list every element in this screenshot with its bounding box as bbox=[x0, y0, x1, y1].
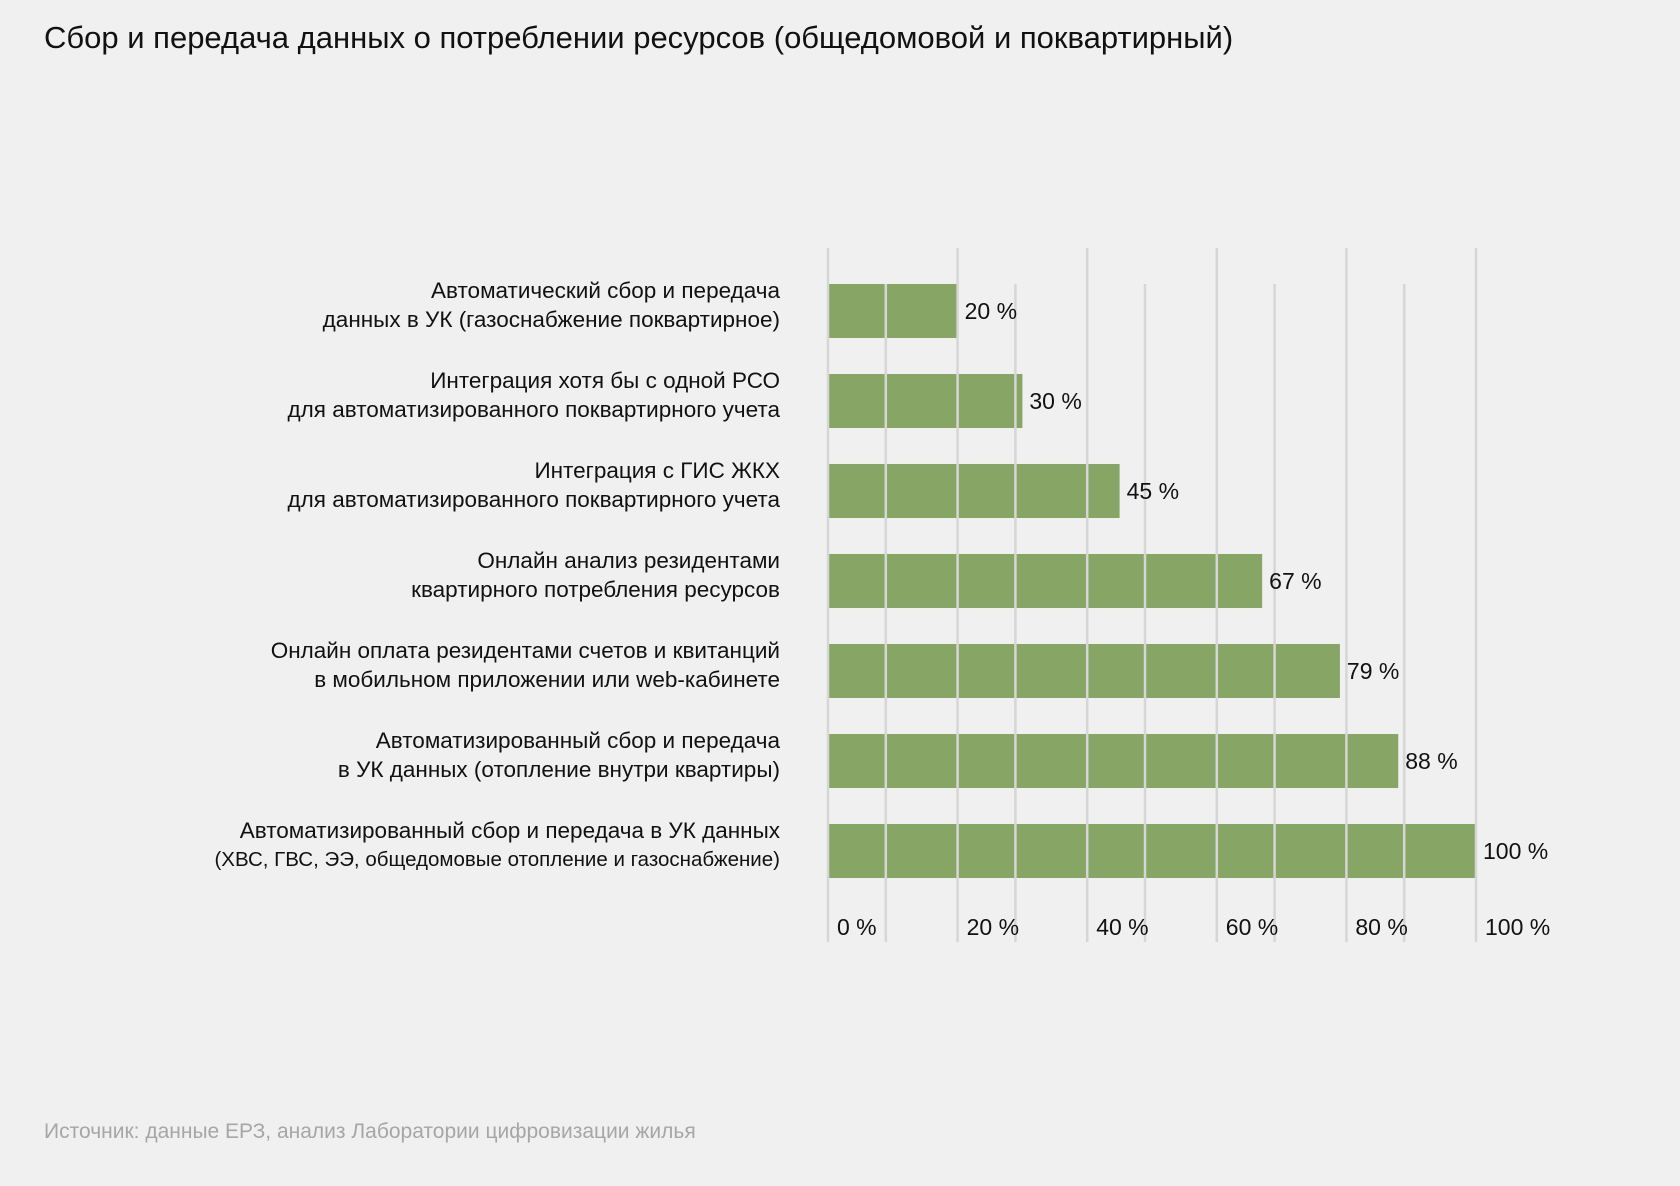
category-label-line: Онлайн оплата резидентами счетов и квита… bbox=[270, 638, 780, 663]
bar bbox=[828, 374, 1023, 428]
category-label-line: в УК данных (отопление внутри квартиры) bbox=[337, 757, 780, 782]
category-label-line: (ХВС, ГВС, ЭЭ, общедомовые отопление и г… bbox=[214, 848, 780, 871]
category-label-line: для автоматизированного поквартирного уч… bbox=[287, 487, 780, 512]
category-label-line: данных в УК (газоснабжение поквартирное) bbox=[322, 307, 780, 332]
category-label: Онлайн оплата резидентами счетов и квита… bbox=[271, 636, 780, 694]
value-label: 30 % bbox=[1029, 388, 1081, 414]
x-tick-label: 100 % bbox=[1485, 914, 1550, 940]
category-label-line: Автоматизированный сбор и передача в УК … bbox=[239, 818, 780, 843]
category-label: Интеграция с ГИС ЖКХ для автоматизированн… bbox=[288, 456, 780, 514]
x-tick-label: 40 % bbox=[1096, 914, 1148, 940]
x-tick-label: 60 % bbox=[1226, 914, 1278, 940]
value-label: 67 % bbox=[1269, 568, 1321, 594]
x-tick-label: 0 % bbox=[837, 914, 877, 940]
chart-title: Сбор и передача данных о потреблении рес… bbox=[44, 20, 1234, 55]
category-label-line: квартирного потребления ресурсов bbox=[411, 577, 780, 602]
bar bbox=[828, 554, 1263, 608]
category-label: Автоматический сбор и передача данных в У… bbox=[323, 276, 780, 334]
category-label-line: Онлайн анализ резидентами bbox=[477, 548, 780, 573]
source-note: Источник: данные ЕРЗ, анализ Лаборатории… bbox=[44, 1120, 696, 1143]
bar bbox=[828, 464, 1120, 518]
category-label: Автоматизированный сбор и передача в УК … bbox=[214, 816, 780, 874]
category-label: Автоматизированный сбор и передача в УК д… bbox=[338, 726, 780, 784]
value-label: 20 % bbox=[965, 298, 1017, 324]
category-label-line: Автоматический сбор и передача bbox=[431, 278, 780, 303]
category-label-line: в мобильном приложении или web-кабинете bbox=[314, 667, 780, 692]
x-tick-label: 80 % bbox=[1355, 914, 1407, 940]
category-label-line: Интеграция хотя бы с одной РСО bbox=[430, 368, 780, 393]
x-tick-label: 20 % bbox=[967, 914, 1019, 940]
category-label-line: Автоматизированный сбор и передача bbox=[375, 728, 780, 753]
value-label: 88 % bbox=[1405, 748, 1457, 774]
value-label: 45 % bbox=[1127, 478, 1179, 504]
bar bbox=[828, 734, 1399, 788]
bar bbox=[828, 284, 958, 338]
bar bbox=[828, 824, 1476, 878]
category-label: Интеграция хотя бы с одной РСО для автома… bbox=[288, 366, 780, 424]
category-label: Онлайн анализ резидентами квартирного пот… bbox=[411, 546, 780, 604]
value-label: 100 % bbox=[1483, 838, 1548, 864]
category-label-line: для автоматизированного поквартирного уч… bbox=[287, 397, 780, 422]
category-label-line: Интеграция с ГИС ЖКХ bbox=[534, 458, 780, 483]
value-label: 79 % bbox=[1347, 658, 1399, 684]
bar bbox=[828, 644, 1340, 698]
